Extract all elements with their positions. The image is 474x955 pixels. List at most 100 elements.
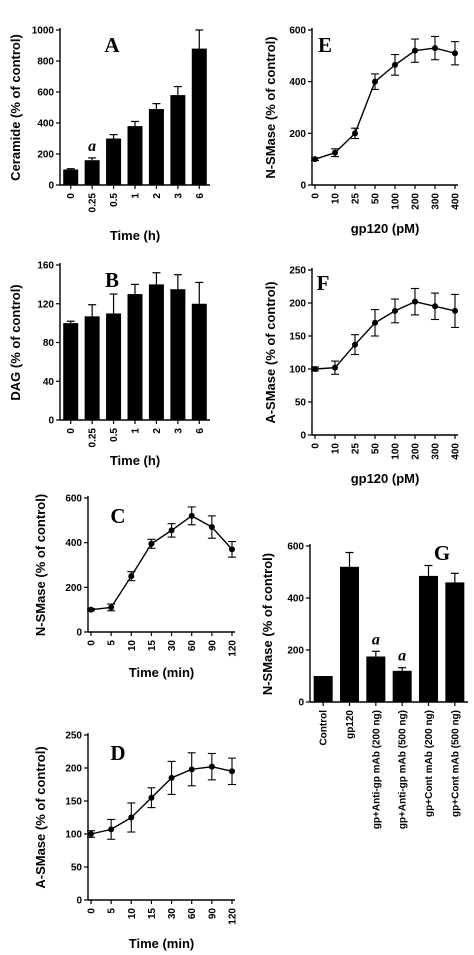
y-tick-label: 120 <box>37 299 54 310</box>
x-axis-title: Time (h) <box>110 228 160 243</box>
x-tick-label: 25 <box>351 443 362 455</box>
series-line <box>90 515 233 611</box>
data-point <box>352 130 358 137</box>
x-tick-label: 15 <box>147 640 158 652</box>
y-tick-label: 200 <box>65 583 82 594</box>
x-tick-label: 3 <box>173 193 184 199</box>
y-tick-label: 400 <box>287 594 304 605</box>
x-tick-label: 0.5 <box>109 428 120 442</box>
data-point <box>168 527 175 534</box>
panel-label: D <box>110 741 125 765</box>
x-tick-label: gp+Anti-gp mAb (500 ng) <box>398 710 409 829</box>
significance-label: a <box>88 138 96 155</box>
x-tick-label: gp120 <box>345 710 356 739</box>
y-axis-title: A-SMase (% of control) <box>263 281 278 423</box>
x-tick-label: 50 <box>371 193 382 205</box>
x-tick-label: 0 <box>87 640 98 646</box>
data-point <box>392 307 398 314</box>
y-tick-label: 40 <box>43 377 55 388</box>
data-point <box>148 794 155 801</box>
x-axis-title: Time (min) <box>129 665 195 680</box>
x-tick-label: 60 <box>187 908 198 920</box>
x-tick-label: 0.5 <box>109 193 120 207</box>
data-point <box>128 814 135 821</box>
data-point <box>312 366 318 372</box>
x-tick-label: gp+Anti-gp mAb (200 ng) <box>371 710 382 829</box>
x-axis-title: Time (h) <box>110 453 160 468</box>
x-tick-label: 25 <box>351 193 362 205</box>
x-tick-label: 400 <box>451 193 462 210</box>
x-tick-label: 5 <box>107 908 118 914</box>
y-tick-label: 80 <box>43 338 55 349</box>
y-tick-label: 150 <box>65 797 82 808</box>
data-point <box>352 341 358 348</box>
data-point <box>372 319 378 326</box>
chart-panel-b: 0 40 80 120 160 0 0.25 0.5 1 2 3 6 DAG (% of control… <box>8 261 210 468</box>
chart-panel-g: 0 200 400 600 Control gp120 gp+Anti-gp mAb (20… <box>260 541 468 829</box>
bar <box>106 138 122 185</box>
x-tick-label: 50 <box>371 443 382 455</box>
x-tick-label: 120 <box>228 640 239 657</box>
x-tick-label: 10 <box>331 443 342 455</box>
x-tick-label: 0 <box>87 908 98 914</box>
x-tick-label: 90 <box>207 640 218 652</box>
chart-panel-f: 0 50 100 150 200 250 0 10 25 50 100 200 300 400 A-SMas… <box>263 266 462 487</box>
y-axis-title: N-SMase (% of control) <box>263 36 278 178</box>
significance-label: a <box>372 631 380 648</box>
x-tick-label: 2 <box>152 428 163 434</box>
bar <box>84 160 100 185</box>
series-line <box>90 765 233 835</box>
bar <box>191 48 207 185</box>
series-line <box>314 47 456 160</box>
data-point <box>208 524 215 531</box>
y-axis-title: DAG (% of control) <box>8 284 23 400</box>
y-tick-label: 200 <box>289 299 306 310</box>
panel-label: A <box>104 33 120 57</box>
y-tick-label: 0 <box>298 698 304 709</box>
x-tick-label: gp+Cont mAb (500 ng) <box>450 710 461 817</box>
bar <box>392 670 412 702</box>
panel-label: G <box>434 541 450 565</box>
bar <box>148 109 164 185</box>
data-point <box>452 307 458 314</box>
data-point <box>168 774 175 781</box>
bar <box>63 323 79 420</box>
bar <box>127 294 143 420</box>
y-tick-label: 200 <box>289 129 306 140</box>
data-point <box>332 364 338 371</box>
y-tick-label: 50 <box>71 863 83 874</box>
x-tick-label: 6 <box>195 193 206 199</box>
data-point <box>229 546 235 553</box>
x-tick-label: 5 <box>107 640 118 646</box>
data-point <box>128 573 135 580</box>
data-point <box>412 47 418 54</box>
y-tick-label: 0 <box>48 181 54 192</box>
x-tick-label: 30 <box>167 908 178 920</box>
data-point <box>208 763 215 770</box>
x-tick-label: 200 <box>411 443 422 460</box>
data-point <box>372 78 378 85</box>
y-tick-label: 100 <box>65 830 82 841</box>
x-tick-label: 90 <box>207 908 218 920</box>
y-tick-label: 250 <box>289 266 306 277</box>
data-point <box>229 768 235 775</box>
bar <box>340 566 359 702</box>
bar <box>366 656 386 702</box>
y-tick-label: 600 <box>287 542 304 553</box>
x-tick-label: 2 <box>152 193 163 199</box>
x-tick-label: 0.25 <box>88 193 99 213</box>
data-point <box>88 606 94 613</box>
x-tick-label: 0 <box>66 428 77 434</box>
x-tick-label: 100 <box>391 193 402 210</box>
x-tick-label: 0 <box>311 443 322 449</box>
y-tick-label: 600 <box>65 494 82 505</box>
bar <box>127 126 143 185</box>
x-tick-label: 10 <box>127 908 138 920</box>
x-tick-label: 3 <box>173 428 184 434</box>
x-tick-label: 0 <box>311 193 322 199</box>
y-tick-label: 0 <box>300 181 306 192</box>
bar <box>170 289 186 420</box>
y-tick-label: 0 <box>76 628 82 639</box>
chart-panel-d: 0 50 100 150 200 250 0 5 10 15 30 60 90 120 A-SMase (%… <box>33 731 239 952</box>
x-tick-label: 1 <box>131 428 142 434</box>
